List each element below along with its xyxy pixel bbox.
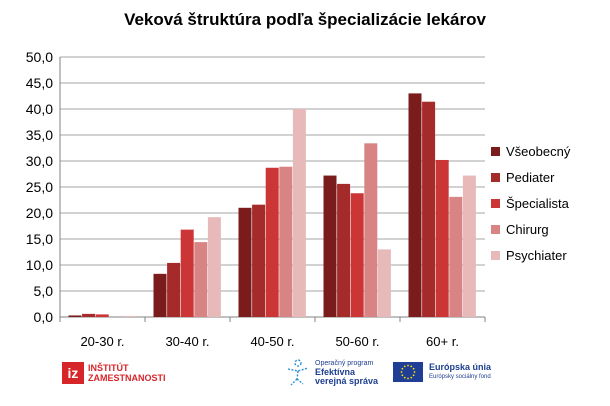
bar bbox=[364, 143, 378, 317]
eu-star bbox=[401, 374, 404, 377]
bar-chart: 0,0 5,0 10,0 15,0 20,0 25,0 30,0 35,0 40,0 45,0 50… bbox=[26, 49, 486, 349]
y-tick-label: 15,0 bbox=[26, 231, 53, 247]
eu-star bbox=[412, 374, 415, 377]
oper-line3: verejná správa bbox=[315, 375, 379, 386]
legend-swatch bbox=[491, 198, 500, 208]
institut-zamestnanosti-logo: iz INŠTITÚT ZAMESTNANOSTI bbox=[62, 362, 166, 384]
bar bbox=[167, 262, 181, 317]
eu-star bbox=[410, 365, 413, 368]
y-tick-label: 30,0 bbox=[26, 153, 53, 169]
x-tick-label: 20-30 r. bbox=[80, 334, 124, 349]
bar bbox=[122, 315, 136, 317]
eu-star bbox=[400, 371, 403, 373]
legend-swatch bbox=[491, 224, 500, 234]
legend-label: Všeobecný bbox=[506, 143, 571, 159]
bar bbox=[265, 167, 279, 317]
legend-item: Všeobecný bbox=[491, 138, 570, 164]
eu-star bbox=[407, 364, 409, 367]
bar bbox=[449, 196, 463, 317]
legend: Všeobecný Pediater Špecialista Chirurg Psych… bbox=[491, 138, 570, 268]
legend-swatch bbox=[491, 250, 500, 260]
iz-icon: iz bbox=[62, 362, 84, 384]
x-tick-label: 40-50 r. bbox=[250, 334, 294, 349]
x-tick-label: 50-60 r. bbox=[335, 334, 379, 349]
eu-flag-icon bbox=[393, 362, 423, 382]
eu-line2: Európsky sociálny fond bbox=[429, 374, 491, 380]
eu-star bbox=[413, 371, 416, 373]
x-tick-label: 30-40 r. bbox=[165, 334, 209, 349]
y-tick-label: 20,0 bbox=[26, 205, 53, 221]
oper-line1: Operačný program bbox=[315, 359, 374, 367]
bar bbox=[68, 315, 82, 317]
bar bbox=[153, 273, 167, 317]
eu-star bbox=[410, 376, 413, 379]
y-tick-label: 50,0 bbox=[26, 49, 53, 65]
bar bbox=[435, 159, 449, 317]
bar bbox=[323, 175, 337, 317]
bar bbox=[337, 183, 351, 317]
bar bbox=[252, 204, 266, 317]
oper-line2: Efektívna bbox=[315, 366, 356, 377]
legend-item: Špecialista bbox=[491, 190, 570, 216]
y-tick-label: 5,0 bbox=[34, 283, 54, 299]
y-tick-label: 40,0 bbox=[26, 101, 53, 117]
iz-line1: INŠTITÚT bbox=[88, 363, 129, 373]
legend-item: Psychiater bbox=[491, 242, 570, 268]
eu-star bbox=[412, 367, 415, 370]
bar bbox=[279, 166, 293, 317]
iz-line2: ZAMESTNANOSTI bbox=[88, 373, 166, 383]
eu-star bbox=[403, 365, 406, 368]
bar bbox=[462, 175, 476, 317]
bar bbox=[238, 207, 252, 317]
y-tick-label: 45,0 bbox=[26, 75, 53, 91]
legend-label: Psychiater bbox=[506, 247, 567, 263]
operacny-program-logo: Operačný program Efektívna verejná správ… bbox=[285, 358, 378, 386]
eu-star bbox=[401, 367, 404, 370]
bar bbox=[95, 314, 109, 317]
person-figure-icon bbox=[287, 359, 309, 386]
y-tick-label: 25,0 bbox=[26, 179, 53, 195]
y-tick-label: 10,0 bbox=[26, 257, 53, 273]
bar bbox=[350, 193, 364, 317]
bar bbox=[422, 101, 436, 317]
legend-item: Pediater bbox=[491, 164, 570, 190]
bar bbox=[408, 93, 422, 318]
legend-label: Chirurg bbox=[506, 221, 549, 237]
bar bbox=[180, 229, 194, 317]
bar bbox=[207, 217, 221, 317]
footer-logos: iz INŠTITÚT ZAMESTNANOSTI Operačný progr… bbox=[0, 352, 610, 406]
bar bbox=[292, 109, 306, 317]
y-tick-label: 0,0 bbox=[34, 309, 54, 325]
legend-label: Pediater bbox=[506, 169, 555, 185]
legend-item: Chirurg bbox=[491, 216, 570, 242]
bar bbox=[194, 242, 208, 317]
legend-swatch bbox=[491, 172, 500, 182]
legend-label: Špecialista bbox=[506, 195, 569, 211]
eu-star bbox=[407, 377, 409, 380]
legend-swatch bbox=[491, 146, 500, 156]
x-tick-label: 60+ r. bbox=[426, 334, 459, 349]
bar bbox=[377, 249, 391, 317]
bar bbox=[82, 313, 96, 317]
eu-star bbox=[403, 376, 406, 379]
eu-logo: Európska únia Európsky sociálny fond bbox=[393, 362, 491, 382]
chart-title: Veková štruktúra podľa špecializácie lek… bbox=[124, 10, 486, 29]
y-tick-label: 35,0 bbox=[26, 127, 53, 143]
eu-line1: Európska únia bbox=[429, 362, 492, 372]
